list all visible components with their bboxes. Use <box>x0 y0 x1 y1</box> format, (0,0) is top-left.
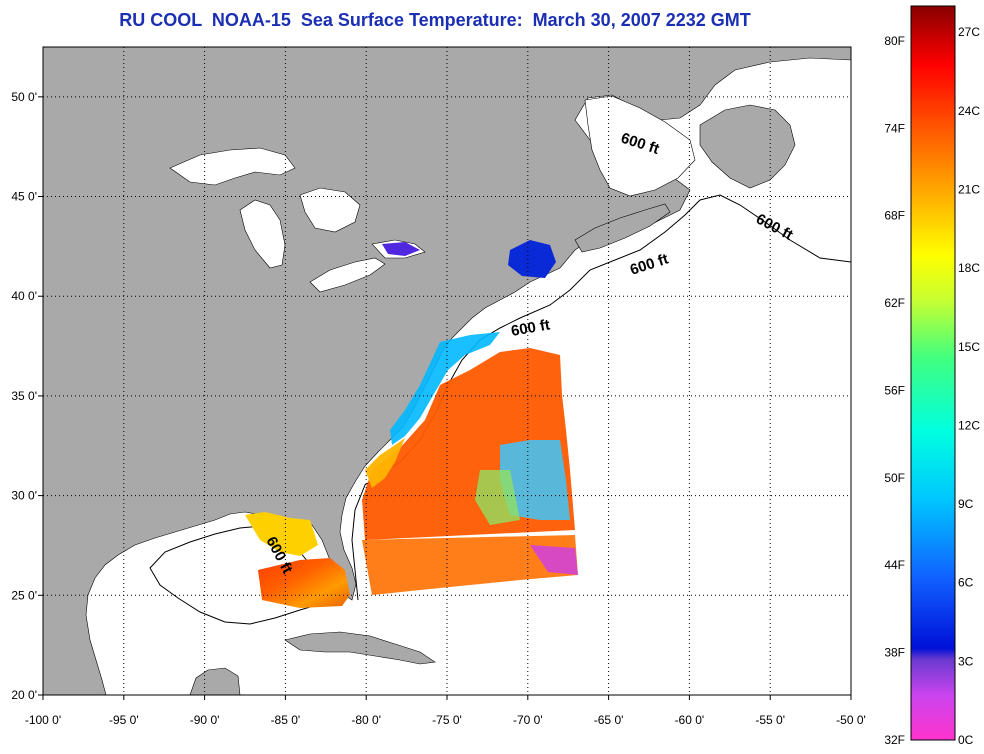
longitude-tick-label: -100 0' <box>25 713 61 727</box>
longitude-tick-label: -95 0' <box>109 713 139 727</box>
yucatan-land <box>189 667 241 695</box>
latitude-tick-label: 20 0' <box>11 688 37 702</box>
sst-southern-purple-patch <box>530 545 578 575</box>
sst-gulf-maine-cold <box>508 240 556 278</box>
sst-shelf-cool-water <box>390 332 500 445</box>
colorbar-celsius-label: 12C <box>958 418 980 432</box>
colorbar-celsius-label: 24C <box>958 104 980 118</box>
latitude-tick-label: 45 0' <box>11 190 37 204</box>
latitude-tick-label: 30 0' <box>11 489 37 503</box>
colorbar-celsius-label: 0C <box>958 733 974 747</box>
cuba-land <box>284 631 436 665</box>
colorbar-celsius-labels: 27C 24C 21C 18C 15C 12C 9C 6C 3C 0C <box>958 25 980 747</box>
colorbar-fahrenheit-label: 50F <box>884 471 905 485</box>
sst-carolina-shelf <box>365 438 405 488</box>
colorbar-celsius-label: 18C <box>958 261 980 275</box>
colorbar: 80F 74F 68F 62F 56F 50F 44F 38F 32F 27C 24C 21C 18C… <box>884 5 980 747</box>
colorbar-fahrenheit-label: 32F <box>884 733 905 747</box>
colorbar-fahrenheit-labels: 80F 74F 68F 62F 56F 50F 44F 38F 32F <box>884 34 905 747</box>
longitude-tick-label: -70 0' <box>513 713 543 727</box>
map-frame <box>42 46 852 696</box>
gulf-of-st-lawrence <box>584 95 696 197</box>
sst-lake-ontario-cold <box>382 242 420 256</box>
longitude-tick-label: -85 0' <box>271 713 301 727</box>
longitude-tick-labels: -100 0' -95 0' -90 0' -85 0' -80 0' -75 0' -70… <box>25 713 866 727</box>
latitude-tick-label: 50 0' <box>11 90 37 104</box>
longitude-tick-label: -90 0' <box>190 713 220 727</box>
sst-gulf-yellow-shelf <box>245 512 318 556</box>
sst-overlay <box>245 240 578 608</box>
colorbar-celsius-label: 9C <box>958 497 974 511</box>
colorbar-fahrenheit-label: 80F <box>884 34 905 48</box>
colorbar-celsius-label: 15C <box>958 340 980 354</box>
latitude-tick-label: 40 0' <box>11 289 37 303</box>
longitude-tick-label: -60 0' <box>675 713 705 727</box>
colorbar-celsius-label: 21C <box>958 183 980 197</box>
colorbar-fahrenheit-label: 68F <box>884 209 905 223</box>
sst-southern-swath <box>362 535 578 595</box>
longitude-tick-label: -50 0' <box>836 713 866 727</box>
contour-label-mid-atlantic: 600 ft <box>510 316 552 340</box>
colorbar-fahrenheit-label: 44F <box>884 558 905 572</box>
longitude-tick-label: -75 0' <box>432 713 462 727</box>
colorbar-fahrenheit-label: 38F <box>884 646 905 660</box>
sst-offshore-green-band <box>475 470 520 525</box>
newfoundland-land <box>699 104 796 189</box>
longitude-tick-label: -65 0' <box>594 713 624 727</box>
map-title: RU COOL NOAA-15 Sea Surface Temperature:… <box>119 10 751 30</box>
colorbar-fahrenheit-label: 62F <box>884 296 905 310</box>
nova-scotia-land <box>574 203 671 253</box>
sst-offshore-cool-band <box>500 440 570 520</box>
longitude-tick-label: -80 0' <box>351 713 381 727</box>
colorbar-fahrenheit-label: 74F <box>884 121 905 135</box>
colorbar-gradient <box>910 5 956 741</box>
colorbar-fahrenheit-label: 56F <box>884 383 905 397</box>
latitude-tick-label: 25 0' <box>11 588 37 602</box>
colorbar-celsius-label: 27C <box>958 25 980 39</box>
longitude-tick-label: -55 0' <box>755 713 785 727</box>
colorbar-celsius-label: 6C <box>958 576 974 590</box>
latitude-tick-label: 35 0' <box>11 389 37 403</box>
latitude-tick-labels: 20 0' 25 0' 30 0' 35 0' 40 0' 45 0' 50 0' <box>11 90 37 702</box>
colorbar-celsius-label: 3C <box>958 654 974 668</box>
great-lakes <box>169 147 426 293</box>
